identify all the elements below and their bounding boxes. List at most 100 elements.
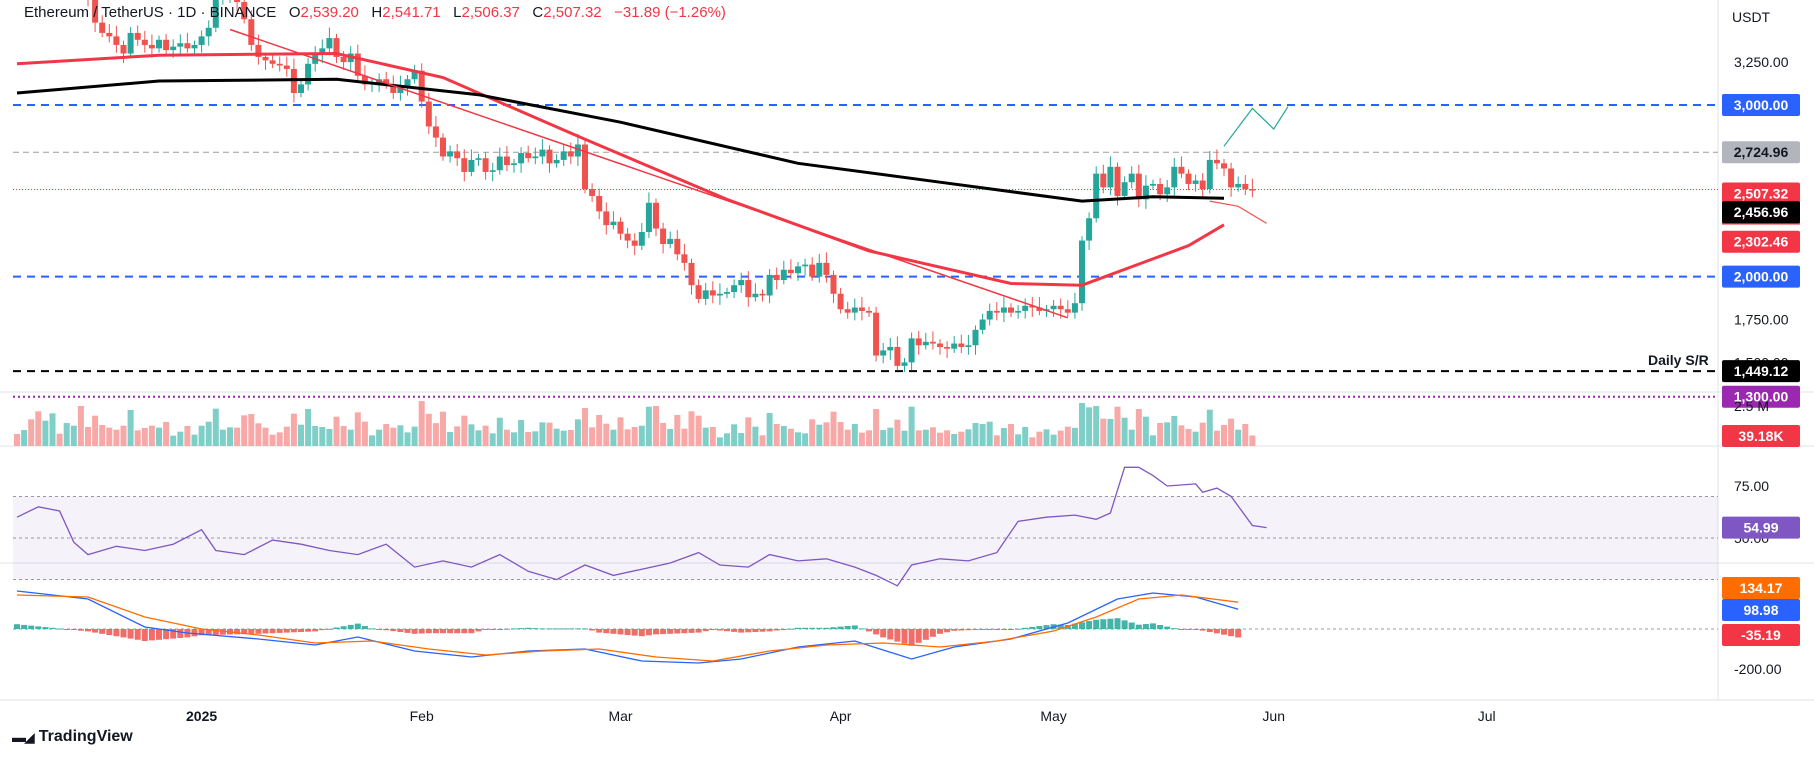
- volume-bar: [823, 422, 830, 446]
- candle: [418, 63, 425, 108]
- macd-histogram-bar: [816, 627, 823, 629]
- candle-body: [92, 0, 99, 23]
- candle: [1164, 179, 1171, 202]
- macd-histogram-bar: [1107, 618, 1114, 629]
- candle-body: [780, 269, 787, 281]
- candle-body: [716, 293, 723, 296]
- macd-histogram-bar: [653, 629, 659, 635]
- volume-bar: [610, 429, 617, 446]
- macd-histogram-bar: [312, 629, 319, 632]
- volume-bar: [773, 424, 780, 446]
- close-value: 2,507.32: [543, 4, 602, 21]
- volume-bar: [305, 409, 312, 446]
- macd-histogram-bar: [383, 629, 390, 631]
- macd-histogram-bar: [411, 629, 418, 634]
- volume-bar: [77, 406, 84, 446]
- candle-body: [560, 151, 567, 160]
- candle-body: [1213, 159, 1220, 164]
- volume-bar: [489, 433, 496, 446]
- candle: [851, 298, 858, 321]
- volume-bar: [21, 430, 28, 446]
- candle-body: [1064, 309, 1071, 313]
- candle-body: [688, 262, 695, 286]
- volume-bar: [255, 423, 262, 446]
- candle-body: [965, 345, 972, 347]
- volume-bar: [1164, 422, 1171, 446]
- macd-histogram-bar: [425, 629, 432, 634]
- candle-body: [738, 280, 745, 286]
- volume-bar: [177, 431, 184, 446]
- macd-histogram-bar: [937, 629, 943, 634]
- macd-histogram-bar: [851, 625, 858, 629]
- tradingview-logo[interactable]: ▬◢ TradingView: [12, 728, 133, 746]
- macd-histogram-bar: [14, 624, 20, 629]
- macd-histogram-bar: [894, 629, 901, 642]
- symbol-name[interactable]: Ethereum / TetherUS · 1D · BINANCE: [24, 4, 277, 21]
- macd-histogram-bar: [163, 629, 170, 640]
- macd-histogram-bar: [361, 626, 368, 629]
- candle: [1178, 156, 1185, 178]
- high-label: H: [371, 4, 383, 21]
- candle-body: [1000, 307, 1007, 313]
- macd-hist-tag-bg: [1722, 624, 1800, 646]
- candle-body: [1164, 187, 1171, 195]
- candle-body: [1242, 183, 1249, 190]
- rsi-tag: 54.99: [1722, 516, 1800, 539]
- volume-bar: [85, 427, 91, 446]
- volume-bar: [127, 410, 134, 446]
- candle: [127, 27, 134, 58]
- volume-tag-label: 39.18K: [1738, 428, 1783, 444]
- candle: [1142, 175, 1149, 209]
- volume-bar: [113, 429, 120, 446]
- candle-body: [440, 137, 446, 157]
- low-label: L: [453, 4, 462, 21]
- volume-bar: [248, 414, 255, 446]
- macd-histogram-bar: [802, 627, 809, 629]
- candle-body: [141, 39, 148, 45]
- candle: [553, 154, 560, 168]
- macd-histogram-bar: [177, 629, 184, 638]
- level-tag-1-bg: [1722, 141, 1800, 164]
- volume-bar: [1114, 406, 1121, 446]
- macd-histogram-bar: [929, 629, 936, 637]
- macd-histogram-bar: [1150, 623, 1156, 629]
- candle-body: [99, 22, 106, 33]
- candle-body: [731, 285, 738, 293]
- candle: [191, 40, 198, 55]
- candle: [951, 336, 958, 353]
- macd-histogram-bar: [503, 628, 510, 630]
- candle: [1199, 173, 1206, 199]
- price-tick: 3,250.00: [1734, 54, 1789, 70]
- candle-body: [255, 44, 262, 57]
- macd-histogram-bar: [1008, 629, 1014, 630]
- volume-bar: [63, 423, 70, 446]
- volume-bar: [14, 434, 20, 446]
- candle: [212, 0, 219, 33]
- macd-histogram-bar: [1036, 626, 1043, 629]
- volume-bar: [447, 432, 454, 446]
- volume-bar: [383, 424, 390, 446]
- volume-bar: [1128, 429, 1135, 446]
- ema50-tag: 2,302.46: [1722, 230, 1800, 253]
- candle-body: [823, 262, 830, 275]
- macd-histogram-bar: [589, 629, 596, 631]
- macd-histogram-bar: [745, 629, 752, 633]
- volume-bar: [298, 424, 304, 446]
- volume-bar: [546, 422, 553, 446]
- candle: [177, 34, 184, 57]
- volume-bar: [191, 434, 198, 446]
- macd-histogram-bar: [35, 626, 42, 629]
- volume-bar: [212, 408, 219, 446]
- macd-histogram-bar: [1178, 629, 1185, 630]
- candle-body: [929, 341, 936, 344]
- candle-body: [1135, 173, 1142, 200]
- candle: [1036, 297, 1043, 316]
- candle-body: [830, 274, 837, 294]
- candle-body: [511, 163, 517, 166]
- macd-histogram-bar: [958, 629, 965, 631]
- volume-bar: [475, 430, 482, 446]
- macd-histogram-bar: [319, 629, 326, 631]
- macd-histogram-bar: [574, 628, 581, 630]
